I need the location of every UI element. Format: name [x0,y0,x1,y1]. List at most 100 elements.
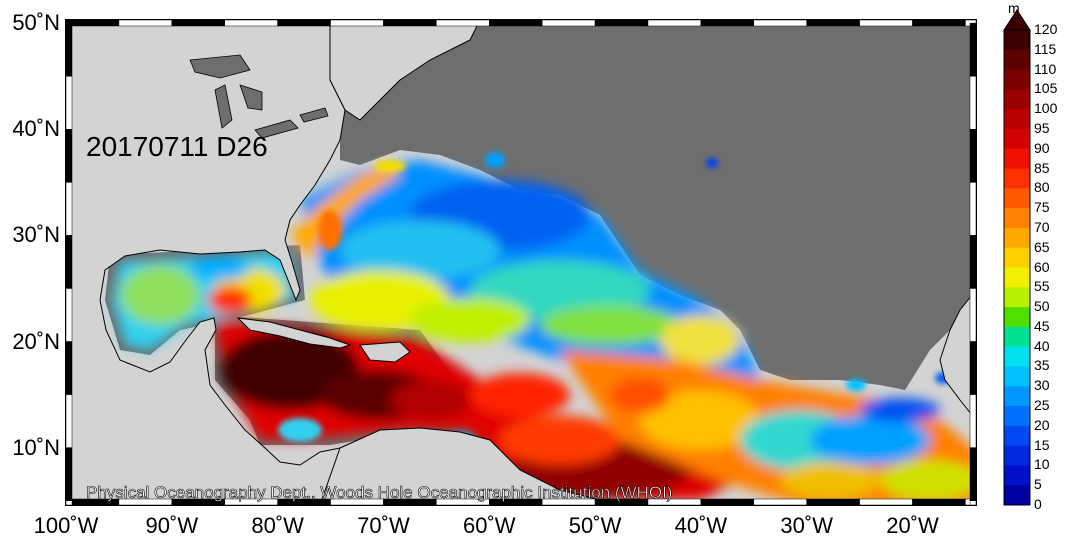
colorbar-label: 90 [1034,139,1050,156]
colorbar-label: 70 [1034,218,1050,235]
border-tick [753,19,807,27]
border-tick [647,19,702,27]
colorbar [1003,9,1031,506]
border-tick [330,19,384,27]
colorbar-swatch [1004,287,1030,308]
colorbar-label: 95 [1034,119,1050,136]
border-tick [65,341,73,395]
border-tick [65,19,120,27]
colorbar-label: 5 [1034,476,1042,493]
border-tick [969,75,977,130]
border-tick [383,19,437,27]
colorbar-swatch [1004,49,1030,71]
land-north-america [66,20,346,505]
land-nova-scotia [329,20,481,121]
colorbar-label: 100 [1034,100,1058,117]
border-tick [912,19,966,27]
colorbar-swatch [1004,366,1030,387]
border-tick [171,19,225,27]
lat-label: 10˚N [12,434,60,460]
colorbar-swatch [1004,267,1030,288]
border-tick [700,19,755,27]
border-tick [594,19,649,27]
border-tick [277,19,331,27]
border-tick [118,19,173,27]
colorbar-swatch [1004,109,1030,130]
nodata-ocean [330,20,976,390]
colorbar-label: 60 [1034,258,1050,275]
border-tick [859,19,913,27]
colorbar-label: 25 [1034,397,1050,414]
colorbar-swatch [1004,30,1030,51]
lat-label: 30˚N [12,222,60,248]
colorbar-label: 15 [1034,436,1050,453]
colorbar-unit: m [1008,0,1020,16]
colorbar-label: 35 [1034,357,1050,374]
colorbar-label: 30 [1034,377,1050,394]
border-tick [806,498,860,506]
colorbar-label: 50 [1034,298,1050,315]
lon-label: 100˚W [33,513,99,538]
colorbar-swatch [1004,168,1030,189]
colorbar-label: 10 [1034,456,1050,473]
land-south-america [319,427,621,505]
lon-label: 90˚W [145,513,199,538]
border-tick [65,500,73,506]
lat-label: 20˚N [12,328,60,354]
colorbar-label: 80 [1034,179,1050,196]
colorbar-label: 0 [1034,496,1042,512]
colorbar-swatch [1004,485,1030,506]
border-tick [65,447,73,502]
credit-text: Physical Oceanography Dept., Woods Hole … [86,483,672,502]
border-tick [969,129,977,183]
border-tick [969,288,977,342]
colorbar-label: 55 [1034,278,1050,295]
lon-label: 80˚W [251,513,304,538]
colorbar-swatch [1004,445,1030,466]
colorbar-label: 115 [1034,40,1057,57]
border-tick [65,394,73,448]
colorbar-swatch [1004,188,1030,209]
lat-label: 50˚N [12,10,60,36]
colorbar-swatch [1004,247,1030,268]
colorbar-label: 65 [1034,238,1050,255]
border-tick [969,500,977,506]
colorbar-swatch [1004,307,1030,328]
map-border [65,19,977,506]
lon-label: 40˚W [674,513,728,538]
border-tick [859,498,913,506]
border-tick [436,19,490,27]
colorbar-label: 105 [1034,80,1058,97]
colorbar-swatch [1004,326,1030,348]
colorbar-swatch [1004,89,1030,110]
border-tick [969,235,977,289]
colorbar-label: 110 [1034,60,1057,77]
colorbar-label: 20 [1034,416,1050,433]
border-tick [753,498,807,506]
colorbar-label: 120 [1034,21,1058,37]
lat-label: 40˚N [12,116,60,142]
border-tick [65,129,73,183]
colorbar-swatch [1004,346,1030,367]
colorbar-swatch [1004,386,1030,407]
border-tick [541,19,596,27]
colorbar-swatch [1004,128,1030,150]
colorbar-swatch [1004,406,1030,427]
border-tick [65,288,73,342]
date-label: 20170711 D26 [86,131,268,162]
colorbar-swatch [1004,227,1030,249]
land-cuba [236,317,352,349]
border-tick [969,182,977,236]
border-tick [65,22,73,77]
colorbar-swatch [1004,425,1030,447]
colorbar-label: 85 [1034,159,1050,176]
land-hispaniola [359,341,411,363]
colorbar-label: 45 [1034,317,1050,334]
border-tick [65,235,73,289]
colorbar-swatch [1004,208,1030,229]
lon-label: 70˚W [357,513,410,538]
border-tick [969,22,977,77]
colorbar-frame [1003,29,1031,506]
border-tick [65,75,73,130]
